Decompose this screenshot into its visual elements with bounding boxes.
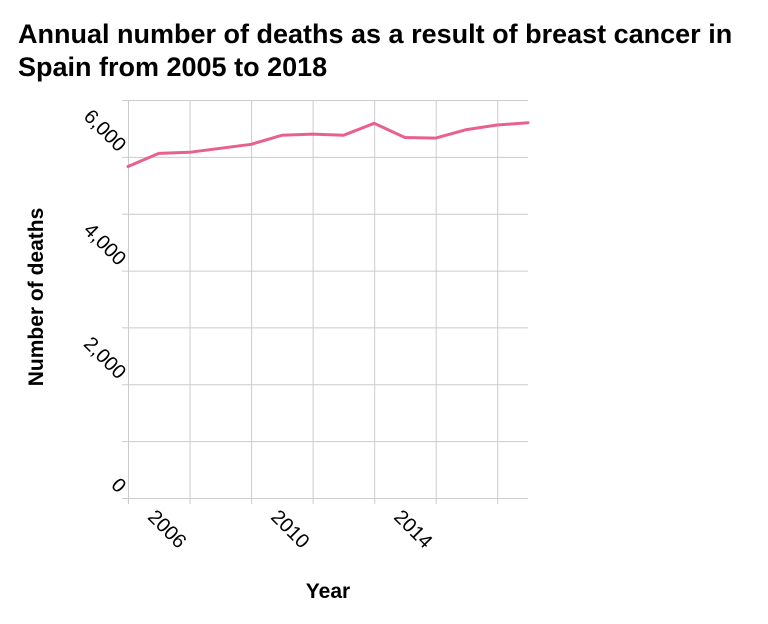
y-tick-label: 2,000 (79, 333, 130, 384)
y-tick-label: 4,000 (79, 219, 130, 270)
x-axis-title: Year (306, 580, 350, 603)
chart-title: Annual number of deaths as a result of b… (18, 19, 733, 82)
series-line (126, 121, 530, 168)
grid-lines (122, 100, 528, 504)
x-tick-label: 2014 (389, 506, 436, 553)
x-tick-label: 2010 (266, 506, 313, 553)
series-layer (126, 121, 530, 168)
y-axis-ticks: 0 2,000 4,000 6,000 (79, 105, 130, 497)
x-axis-ticks: 2006 2010 2014 (143, 506, 436, 553)
y-tick-label: 0 (107, 474, 130, 497)
x-tick-label: 2006 (143, 506, 190, 553)
y-tick-label: 6,000 (79, 105, 130, 156)
y-axis-title: Number of deaths (25, 208, 48, 387)
